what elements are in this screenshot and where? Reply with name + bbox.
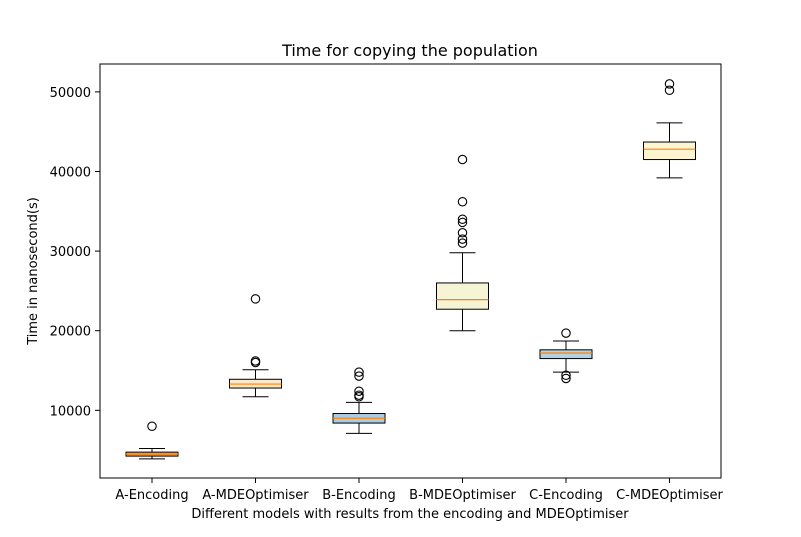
- box-group: [539, 328, 593, 384]
- box-group: [436, 154, 489, 332]
- box: [643, 141, 696, 161]
- outlier-point: [457, 214, 468, 225]
- x-tick-label: A-Encoding: [115, 488, 188, 503]
- box-group: [332, 367, 386, 434]
- outlier-point: [250, 356, 261, 366]
- x-tick-label: A-MDEOptimiser: [202, 488, 309, 503]
- box-group: [125, 421, 179, 460]
- x-tick-label: B-MDEOptimiser: [409, 488, 516, 503]
- x-tick-label: C-MDEOptimiser: [616, 488, 723, 503]
- y-axis: 10000 20000 30000 40000 50000: [50, 86, 100, 419]
- x-axis: A-Encoding A-MDEOptimiser B-Encoding B-MDEO…: [115, 478, 724, 503]
- x-axis-label: Different models with results from the e…: [191, 507, 629, 522]
- outlier-point: [457, 228, 468, 238]
- outlier-point: [250, 294, 261, 304]
- outlier-point: [354, 390, 364, 400]
- chart-title: Time for copying the population: [281, 41, 538, 60]
- outlier-point: [457, 238, 468, 248]
- outlier-point: [457, 234, 468, 244]
- box: [539, 349, 593, 360]
- y-tick-label: 50000: [50, 86, 91, 101]
- outlier-point: [664, 85, 675, 96]
- outlier-point: [561, 373, 571, 384]
- box: [436, 282, 489, 310]
- plot-area: [125, 79, 696, 460]
- y-tick-label: 30000: [50, 245, 91, 260]
- outlier-point: [561, 370, 571, 381]
- outlier-point: [664, 79, 675, 89]
- box-group: [643, 79, 696, 179]
- plot-frame: [99, 63, 722, 479]
- y-tick-label: 10000: [50, 404, 91, 419]
- outlier-point: [354, 386, 364, 396]
- outlier-point: [354, 367, 364, 377]
- y-tick-label: 40000: [50, 165, 91, 180]
- y-axis-label: Time in nanosecond(s): [26, 197, 41, 346]
- y-tick-label: 20000: [50, 325, 91, 340]
- box-group: [229, 294, 282, 398]
- outlier-point: [457, 217, 468, 228]
- outlier-point: [147, 421, 157, 431]
- x-tick-label: C-Encoding: [529, 488, 603, 503]
- outlier-point: [354, 371, 364, 381]
- outlier-point: [561, 328, 571, 338]
- x-tick-label: B-Encoding: [322, 488, 396, 503]
- outlier-point: [457, 196, 468, 207]
- outlier-point: [457, 154, 468, 165]
